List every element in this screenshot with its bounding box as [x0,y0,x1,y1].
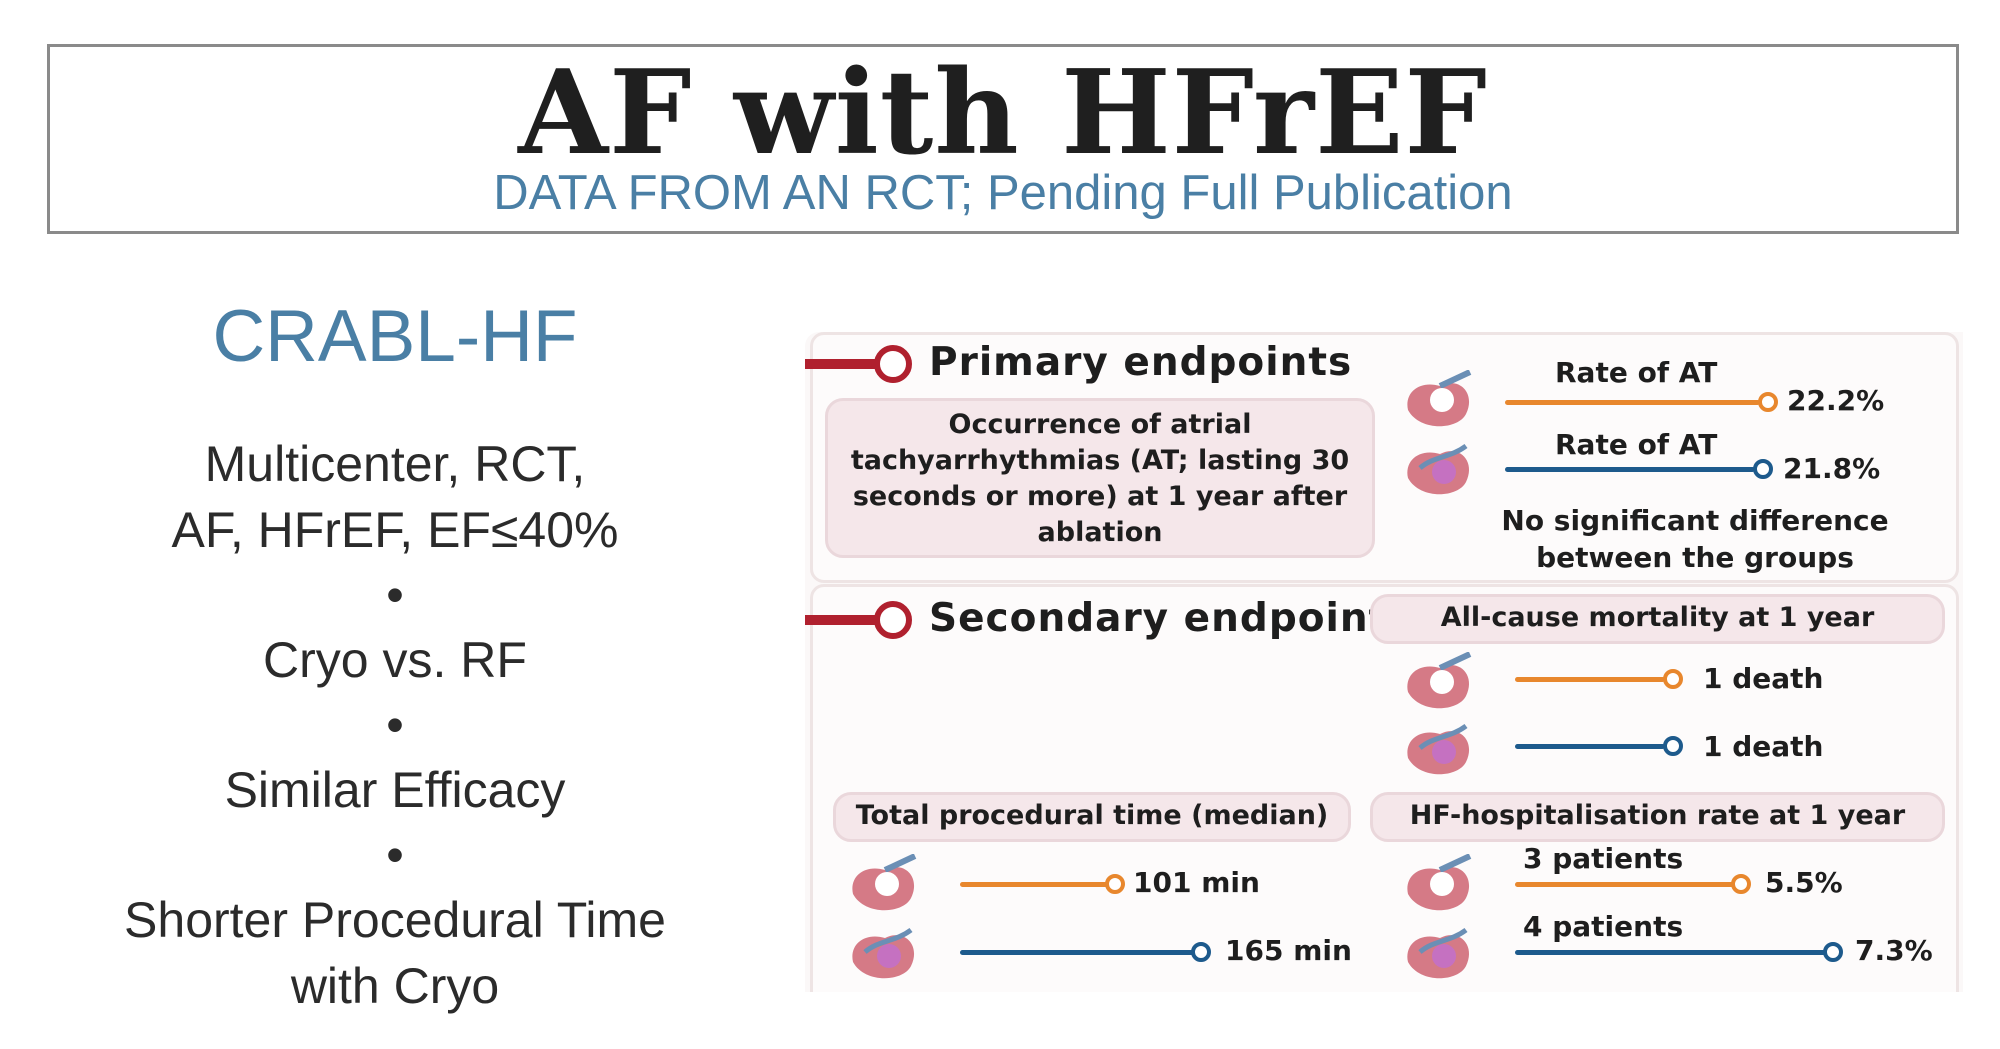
hf-rf-value: 7.3% [1855,934,1933,967]
hf-cryo-label: 3 patients [1523,842,1684,875]
primary-rf-knob [1753,459,1773,479]
procedural-cryo-bar [960,882,1110,887]
description-line: Occurrence of atrial [948,409,1252,440]
summary-line-time-cont: with Cryo [290,958,500,1014]
mortality-rf-bar [1515,744,1665,749]
secondary-heading: Secondary endpoints [929,596,1413,641]
bullet-separator: • [386,567,404,623]
bullet-separator: • [386,697,404,753]
cryo-balloon-heart-icon [1407,652,1472,709]
summary-line-design: Multicenter, RCT, [204,436,586,492]
primary-cryo-label: Rate of AT [1555,356,1718,389]
cryo-balloon-heart-icon [1407,854,1472,911]
rf-catheter-heart-icon [1407,443,1470,495]
primary-heading: Primary endpoints [929,340,1353,385]
procedural-rf-bar [960,950,1195,955]
trial-name: CRABL-HF [212,296,578,377]
endpoints-infographic: Primary endpoints Occurrence of atrial t… [805,332,1963,992]
mortality-cryo-value: 1 death [1703,662,1824,695]
mortality-title: All-cause mortality at 1 year [1370,594,1945,644]
summary-line-time: Shorter Procedural Time [124,892,666,948]
rf-catheter-heart-icon [852,927,915,979]
bullet-separator: • [386,827,404,883]
description-line: tachyarrhythmias (AT; lasting 30 [850,445,1350,476]
procedural-cryo-value: 101 min [1133,866,1260,899]
mortality-rf-value: 1 death [1703,730,1824,763]
hf-cryo-value: 5.5% [1765,866,1843,899]
mortality-rf-knob [1663,736,1683,756]
primary-rf-bar [1505,467,1755,472]
primary-rf-label: Rate of AT [1555,428,1718,461]
hf-hospitalisation-title: HF-hospitalisation rate at 1 year [1370,792,1945,842]
trial-summary: CRABL-HF Multicenter, RCT, AF, HFrEF, EF… [70,300,720,1019]
endpoint-marker-icon [805,601,912,639]
procedural-time-title: Total procedural time (median) [833,792,1351,842]
slide-subtitle: DATA FROM AN RCT; Pending Full Publicati… [493,166,1513,220]
procedural-rf-value: 165 min [1225,934,1352,967]
hf-cryo-knob [1731,874,1751,894]
rf-catheter-heart-icon [1407,927,1470,979]
slide-title: AF with HFrEF [518,45,1488,181]
note-line: No significant difference [1501,504,1889,537]
hf-rf-bar [1515,950,1827,955]
primary-cryo-value: 22.2% [1787,384,1885,417]
primary-cryo-knob [1758,392,1778,412]
cryo-balloon-heart-icon [852,854,917,911]
mortality-cryo-knob [1663,669,1683,689]
primary-cryo-bar [1505,400,1760,405]
mortality-cryo-bar [1515,677,1665,682]
procedural-rf-knob [1191,942,1211,962]
description-line: ablation [1037,517,1163,548]
summary-line-efficacy: Similar Efficacy [224,762,566,818]
primary-description: Occurrence of atrial tachyarrhythmias (A… [825,398,1375,558]
endpoint-marker-icon [805,345,912,383]
title-box: AF with HFrEF DATA FROM AN RCT; Pending … [47,44,1959,234]
procedural-cryo-knob [1105,874,1125,894]
hf-rf-knob [1823,942,1843,962]
hf-rf-label: 4 patients [1523,910,1684,943]
description-line: seconds or more) at 1 year after [852,481,1348,512]
summary-line-population: AF, HFrEF, EF≤40% [171,502,619,558]
hf-cryo-bar [1515,882,1735,887]
summary-line-comparison: Cryo vs. RF [263,632,527,688]
note-line: between the groups [1536,541,1854,574]
rf-catheter-heart-icon [1407,723,1470,775]
primary-note: No significant difference between the gr… [1495,502,1895,576]
cryo-balloon-heart-icon [1407,370,1472,427]
secondary-panel [810,584,1959,992]
primary-rf-value: 21.8% [1783,452,1881,485]
